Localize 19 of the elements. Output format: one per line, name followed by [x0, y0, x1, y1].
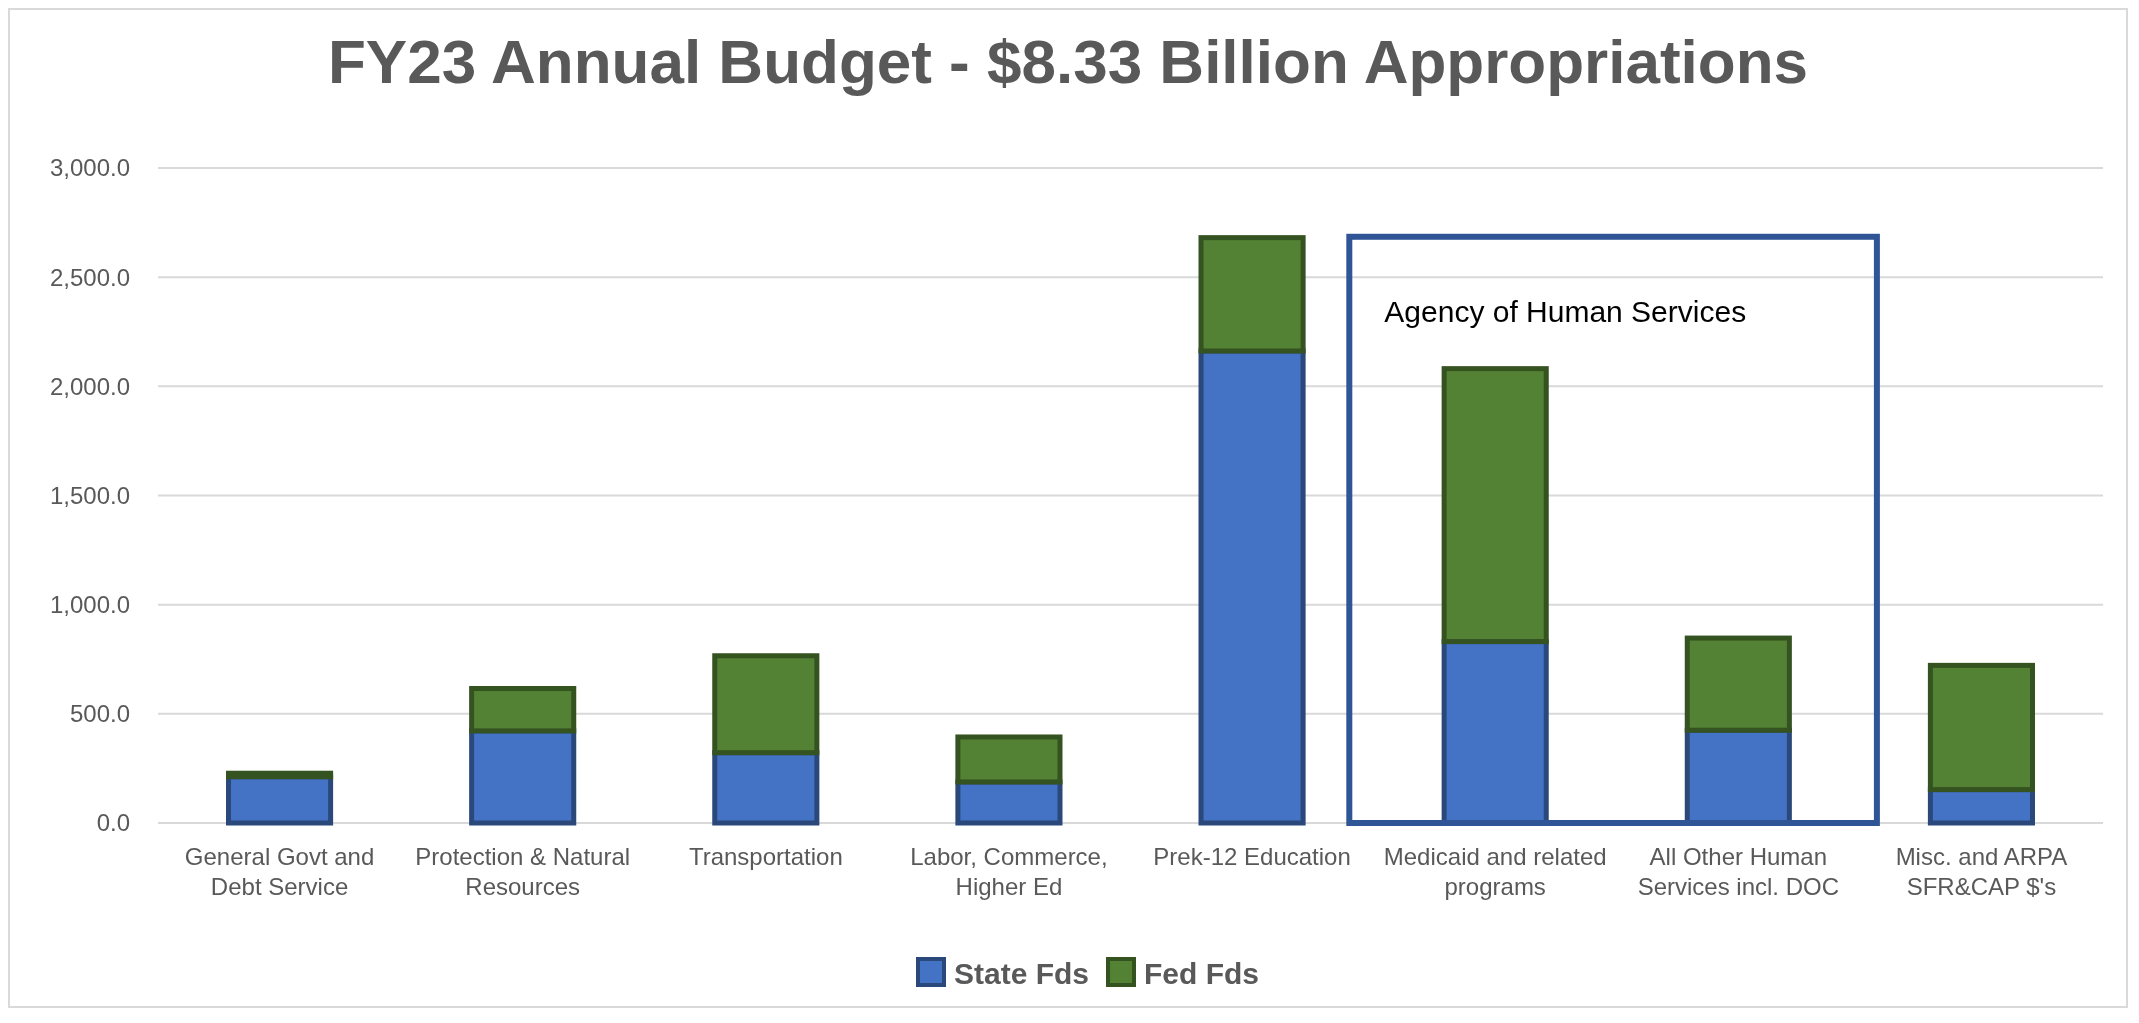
x-tick-label: Labor, Commerce, Higher Ed — [910, 843, 1108, 900]
legend-label: State Fds — [954, 956, 1090, 990]
annotation: Agency of Human Services — [1384, 294, 1747, 328]
y-tick-label: 1,500.0 — [49, 481, 130, 509]
y-tick-label: 2,500.0 — [49, 263, 130, 291]
legend-label: Fed Fds — [1144, 956, 1260, 990]
chart-title: FY23 Annual Budget - $8.33 Billion Appropriations — [327, 27, 1809, 96]
x-tick-label: Prek-12 Education — [1153, 843, 1351, 870]
x-tick-label: Medicaid and related programs — [1383, 843, 1607, 900]
y-tick-label: 0.0 — [96, 809, 130, 837]
y-tick-label: 2,000.0 — [49, 372, 130, 400]
x-tick-label: All Other Human Services incl. DOC — [1637, 843, 1839, 900]
y-tick-label: 1,000.0 — [49, 591, 130, 619]
y-tick-label: 3,000.0 — [49, 154, 130, 182]
x-tick-label: Transportation — [688, 843, 843, 870]
y-tick-label: 500.0 — [69, 700, 130, 728]
x-tick-label: Protection & Natural Resources — [415, 843, 631, 900]
x-tick-label: Misc. and ARPA SFR&CAP $'s — [1895, 843, 2068, 900]
x-tick-label: General Govt and Debt Service — [184, 843, 375, 900]
